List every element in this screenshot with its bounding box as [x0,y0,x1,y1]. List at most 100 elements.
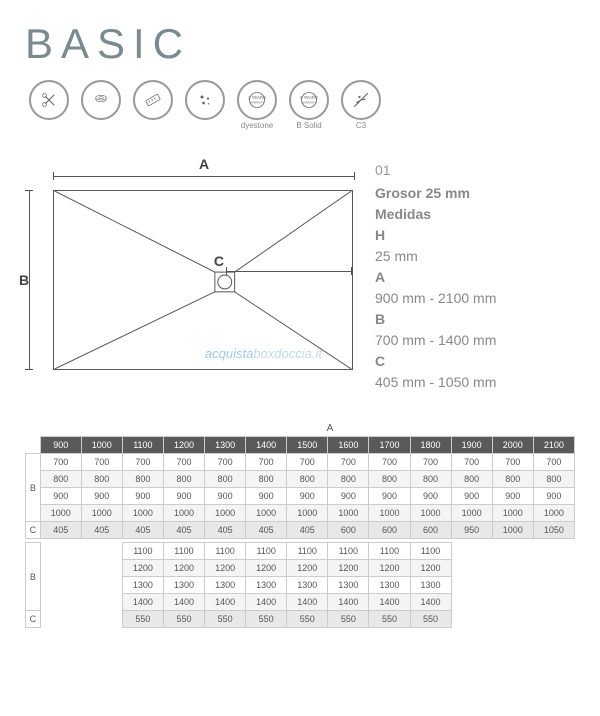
table-cell: 700 [163,454,204,471]
table-cell: 1000 [122,505,163,522]
table-cell: 800 [533,471,574,488]
spec-c-value: 405 mm - 1050 mm [375,372,575,393]
icon-label: B Solid [296,122,321,130]
table-cell: 1400 [369,594,410,611]
table-cell: 600 [369,522,410,539]
table-cell: 1000 [369,505,410,522]
table-cell: 800 [163,471,204,488]
table-cell: 600 [328,522,369,539]
antibac-icon [185,80,225,120]
table-cell: 800 [40,471,81,488]
table-cell: 405 [122,522,163,539]
table-cell: 700 [40,454,81,471]
table-cell: 1100 [369,543,410,560]
table-cell: 405 [163,522,204,539]
table-c-label: C [26,522,41,539]
table-cell: 700 [81,454,122,471]
table-cell: 800 [246,471,287,488]
table-cell: 900 [410,488,451,505]
table-cell: 700 [451,454,492,471]
table-cell: 800 [122,471,163,488]
tray-diagram [54,191,352,369]
table-col-header: 1100 [122,437,163,454]
table-cell: 1300 [163,577,204,594]
table-cell: 1400 [163,594,204,611]
table-cell: 1200 [369,560,410,577]
table-cell: 1000 [451,505,492,522]
table-cell: 405 [246,522,287,539]
table-cell: 1300 [328,577,369,594]
table-cell: 900 [369,488,410,505]
table-cell: 1000 [328,505,369,522]
table-cell: 700 [410,454,451,471]
table-cell: 1000 [287,505,328,522]
table-cell: 1000 [492,505,533,522]
table-cell: 700 [492,454,533,471]
table-cell: 405 [81,522,122,539]
spec-c-label: C [375,351,575,372]
table-cell: 700 [205,454,246,471]
table-cell: 1400 [122,594,163,611]
table-cell: 1300 [246,577,287,594]
table-cell: 1100 [163,543,204,560]
svg-text:2 YEARS: 2 YEARS [248,95,266,100]
table-cell: 550 [410,611,451,628]
table-cell: 1100 [246,543,287,560]
table-cell: 550 [246,611,287,628]
table-cell: 1100 [205,543,246,560]
table-col-header: 2000 [492,437,533,454]
table-cell: 1000 [410,505,451,522]
table-cell: 1300 [287,577,328,594]
table-cell: 900 [492,488,533,505]
table-cell: 600 [410,522,451,539]
table-cell: 405 [40,522,81,539]
table-col-header: 2100 [533,437,574,454]
table-cell: 1000 [246,505,287,522]
table-cell: 1100 [410,543,451,560]
table-col-header: 1900 [451,437,492,454]
dim-c-label: C [214,253,224,269]
icon-label: dyestone [241,122,273,130]
table-cell: 1050 [533,522,574,539]
table-col-header: 1200 [163,437,204,454]
table-cell: 1300 [122,577,163,594]
ruler-icon [133,80,173,120]
table-cell: 1200 [287,560,328,577]
product-title: BASIC [25,20,575,68]
spec-subtitle: Medidas [375,204,575,225]
table-cell: 1100 [287,543,328,560]
table-cell: 900 [122,488,163,505]
table-cell: 1000 [533,505,574,522]
table-cell: 700 [328,454,369,471]
table-cell: 550 [328,611,369,628]
svg-text:WARRANTY: WARRANTY [250,101,265,104]
table-cell: 700 [369,454,410,471]
spec-number: 01 [375,160,575,181]
table-col-header: 1000 [81,437,122,454]
table-cell: 1100 [328,543,369,560]
table-cell: 550 [122,611,163,628]
spec-h-value: 25 mm [375,246,575,267]
table-cell: 405 [287,522,328,539]
table-cell: 900 [287,488,328,505]
table-cell: 550 [287,611,328,628]
watermark: acquistaboxdoccia.it [205,346,322,361]
table-col-header: 1800 [410,437,451,454]
table-cell: 900 [328,488,369,505]
table-cell: 800 [492,471,533,488]
icon-label: C3 [356,122,366,130]
table-cell: 1200 [246,560,287,577]
drain-icon [81,80,121,120]
table-b-label: B [26,543,41,611]
table-cell: 800 [81,471,122,488]
table-b-label: B [26,454,41,522]
table-cell: 1200 [122,560,163,577]
table-header-a: A [25,423,575,434]
table-cell: 1400 [205,594,246,611]
table-cell: 900 [533,488,574,505]
table-cell: 550 [205,611,246,628]
dimension-diagram: A B C acquistaboxdoccia.it [25,160,355,370]
table-cell: 1400 [246,594,287,611]
table-cell: 405 [205,522,246,539]
table-cell: 900 [81,488,122,505]
